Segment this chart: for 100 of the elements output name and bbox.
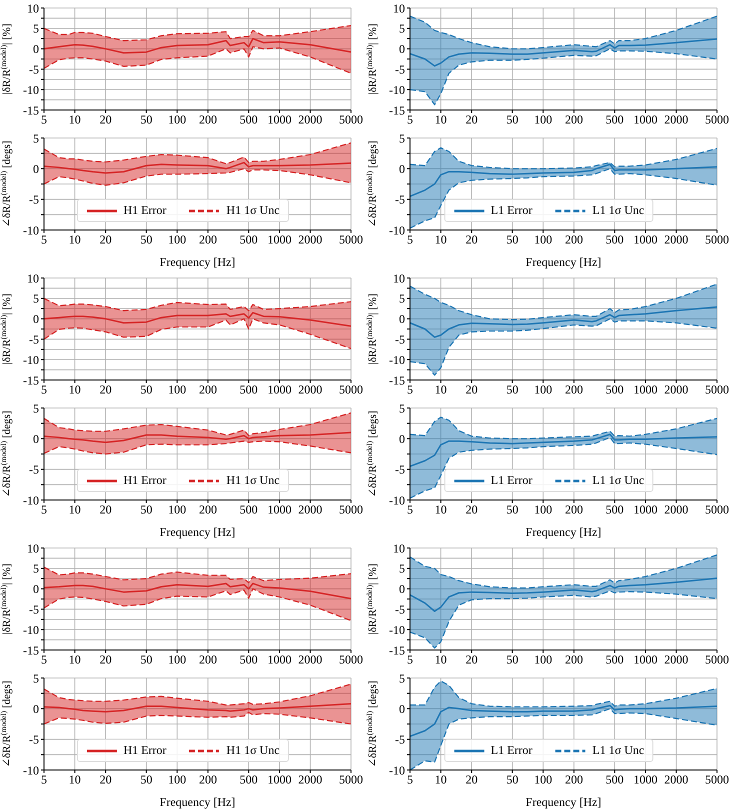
y-tick-label: -10: [23, 352, 39, 367]
y-tick-label: -10: [389, 82, 405, 97]
y-tick-label: -5: [395, 332, 405, 346]
x-tick-label: 10: [68, 382, 81, 397]
y-tick-label: -5: [29, 602, 39, 616]
x-tick-label: 5000: [705, 652, 729, 667]
x-tick-label: 500: [240, 652, 258, 667]
x-tick-label: 1000: [633, 652, 658, 667]
x-tick-label: 5000: [339, 652, 363, 667]
y-tick-label: 5: [33, 22, 39, 36]
x-tick-label: 20: [100, 502, 112, 517]
y-tick-label: -10: [23, 622, 39, 637]
x-tick-label: 500: [240, 232, 258, 247]
x-tick-label: 200: [564, 382, 583, 397]
x-tick-label: 5000: [339, 112, 363, 127]
x-tick-label: 200: [564, 502, 583, 517]
legend-label: L1 1σ Unc: [592, 473, 644, 488]
y-tick-label: 0: [399, 432, 405, 446]
y-tick-label: 5: [399, 401, 405, 416]
x-tick-label: 10: [68, 502, 81, 517]
x-axis-title: Frequency [Hz]: [160, 795, 236, 809]
x-tick-label: 10: [68, 772, 81, 787]
x-tick-label: 1000: [267, 772, 292, 787]
x-tick-label: 100: [534, 502, 552, 517]
legend-label: H1 1σ Unc: [226, 473, 280, 488]
x-tick-label: 50: [140, 232, 152, 247]
y-tick-label: -10: [23, 493, 39, 508]
y-tick-label: 5: [33, 292, 39, 306]
y-tick-label: -10: [389, 622, 405, 637]
x-tick-label: 100: [534, 232, 552, 247]
x-axis-title: Frequency [Hz]: [160, 525, 236, 539]
y-tick-label: -10: [389, 352, 405, 367]
y-tick-label: 5: [33, 401, 39, 416]
x-tick-label: 20: [100, 652, 112, 667]
x-tick-label: 5000: [339, 232, 363, 247]
x-tick-label: 50: [140, 382, 152, 397]
x-tick-label: 10: [434, 232, 447, 247]
x-tick-label: 5000: [705, 232, 729, 247]
y-tick-label: -5: [395, 462, 405, 477]
y-tick-label: -10: [23, 763, 39, 778]
y-tick-label: -5: [29, 462, 39, 477]
y-tick-label: 5: [33, 562, 39, 576]
x-tick-label: 20: [466, 772, 478, 787]
x-axis-title: Frequency [Hz]: [160, 255, 236, 269]
legend-label: L1 Error: [490, 473, 532, 488]
y-tick-label: -15: [23, 643, 39, 658]
x-tick-label: 1000: [633, 112, 658, 127]
x-tick-label: 5000: [339, 382, 363, 397]
x-tick-label: 1000: [267, 232, 292, 247]
x-tick-label: 2000: [664, 112, 688, 127]
x-tick-label: 20: [466, 652, 478, 667]
x-tick-label: 2000: [298, 502, 322, 517]
y-tick-label: 0: [399, 42, 405, 56]
y-tick-label: 0: [399, 582, 405, 596]
x-tick-label: 100: [168, 652, 186, 667]
y-tick-label: 0: [399, 162, 405, 176]
y-tick-label: 5: [399, 131, 405, 146]
y-tick-label: -5: [395, 62, 405, 76]
x-tick-label: 5000: [705, 382, 729, 397]
y-tick-label: -10: [23, 223, 39, 238]
y-tick-label: -15: [23, 373, 39, 388]
x-tick-label: 50: [140, 112, 152, 127]
x-tick-label: 10: [434, 652, 447, 667]
legend-label: H1 Error: [123, 473, 166, 488]
x-tick-label: 200: [198, 232, 217, 247]
y-tick-label: -5: [395, 602, 405, 616]
x-tick-label: 20: [100, 112, 112, 127]
x-tick-label: 500: [606, 112, 624, 127]
x-tick-label: 500: [240, 772, 258, 787]
y-tick-label: -10: [23, 82, 39, 97]
y-tick-label: -10: [389, 493, 405, 508]
x-tick-label: 10: [434, 772, 447, 787]
x-tick-label: 50: [506, 112, 518, 127]
x-tick-label: 200: [198, 652, 217, 667]
legend-label: L1 Error: [490, 743, 532, 758]
x-tick-label: 200: [198, 112, 217, 127]
x-tick-label: 1000: [633, 382, 658, 397]
x-tick-label: 5000: [705, 112, 729, 127]
y-tick-label: -10: [389, 223, 405, 238]
x-tick-label: 2000: [664, 772, 688, 787]
x-tick-label: 500: [606, 502, 624, 517]
y-tick-label: 0: [33, 312, 39, 326]
x-tick-label: 500: [240, 502, 258, 517]
x-tick-label: 500: [240, 382, 258, 397]
x-tick-label: 100: [168, 112, 186, 127]
y-tick-label: -5: [395, 732, 405, 747]
legend-label: H1 Error: [123, 203, 166, 218]
x-tick-label: 2000: [298, 652, 322, 667]
x-tick-label: 50: [140, 772, 152, 787]
y-tick-label: 5: [399, 562, 405, 576]
x-tick-label: 200: [564, 232, 583, 247]
x-tick-label: 1000: [267, 652, 292, 667]
x-tick-label: 500: [606, 232, 624, 247]
y-tick-label: -15: [389, 643, 405, 658]
x-tick-label: 10: [434, 112, 447, 127]
y-tick-label: 0: [399, 312, 405, 326]
x-tick-label: 100: [168, 232, 186, 247]
x-tick-label: 50: [140, 652, 152, 667]
legend-label: H1 1σ Unc: [226, 743, 280, 758]
x-tick-label: 20: [100, 772, 112, 787]
